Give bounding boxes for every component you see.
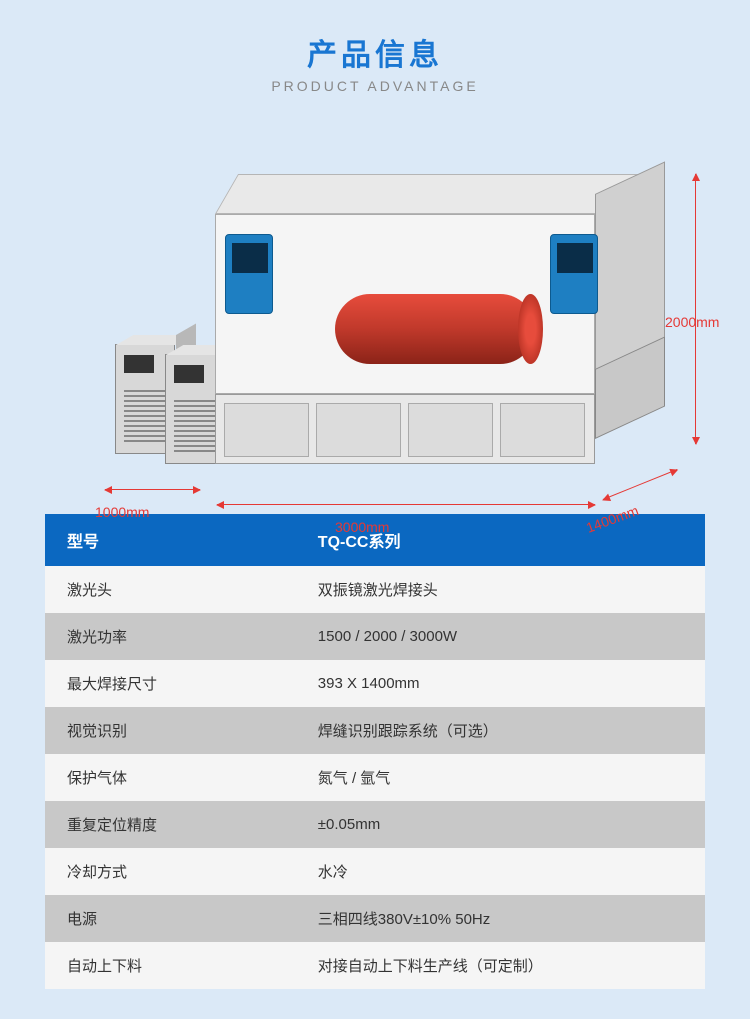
dim-line-3000 xyxy=(217,504,595,505)
workpiece-cylinder xyxy=(335,294,535,364)
table-cell-label: 视觉识别 xyxy=(45,707,296,754)
dim-label-1000: 1000mm xyxy=(95,504,149,520)
table-row: 视觉识别焊缝识别跟踪系统（可选） xyxy=(45,707,705,754)
dim-line-1000 xyxy=(105,489,200,490)
control-panel-left xyxy=(225,234,273,314)
table-cell-value: 水冷 xyxy=(296,848,705,895)
table-row: 电源三相四线380V±10% 50Hz xyxy=(45,895,705,942)
table-cell-value: 双振镜激光焊接头 xyxy=(296,566,705,613)
table-cell-label: 电源 xyxy=(45,895,296,942)
dim-line-1400 xyxy=(603,469,678,500)
table-header-label: 型号 xyxy=(45,514,296,566)
table-row: 自动上下料对接自动上下料生产线（可定制） xyxy=(45,942,705,989)
table-cell-value: 1500 / 2000 / 3000W xyxy=(296,613,705,660)
dim-line-2000 xyxy=(695,174,696,444)
table-row: 最大焊接尺寸393 X 1400mm xyxy=(45,660,705,707)
title-cn: 产品信息 xyxy=(45,30,705,74)
table-cell-value: ±0.05mm xyxy=(296,801,705,848)
table-cell-label: 保护气体 xyxy=(45,754,296,801)
table-cell-value: 393 X 1400mm xyxy=(296,660,705,707)
product-diagram: 1000mm 3000mm 1400mm 2000mm xyxy=(45,114,705,494)
table-row: 重复定位精度±0.05mm xyxy=(45,801,705,848)
table-cell-value: 三相四线380V±10% 50Hz xyxy=(296,895,705,942)
table-row: 保护气体氮气 / 氩气 xyxy=(45,754,705,801)
table-row: 冷却方式水冷 xyxy=(45,848,705,895)
machine-body xyxy=(215,174,615,444)
page-header: 产品信息 PRODUCT ADVANTAGE xyxy=(45,30,705,94)
table-cell-value: 焊缝识别跟踪系统（可选） xyxy=(296,707,705,754)
dim-label-2000: 2000mm xyxy=(665,314,719,330)
table-cell-label: 冷却方式 xyxy=(45,848,296,895)
title-en: PRODUCT ADVANTAGE xyxy=(45,78,705,94)
table-cell-label: 最大焊接尺寸 xyxy=(45,660,296,707)
spec-table: 型号 TQ-CC系列 激光头双振镜激光焊接头激光功率1500 / 2000 / … xyxy=(45,514,705,989)
table-cell-label: 自动上下料 xyxy=(45,942,296,989)
table-row: 激光功率1500 / 2000 / 3000W xyxy=(45,613,705,660)
table-cell-label: 激光功率 xyxy=(45,613,296,660)
table-cell-label: 激光头 xyxy=(45,566,296,613)
control-panel-right xyxy=(550,234,598,314)
table-cell-label: 重复定位精度 xyxy=(45,801,296,848)
table-cell-value: 氮气 / 氩气 xyxy=(296,754,705,801)
table-cell-value: 对接自动上下料生产线（可定制） xyxy=(296,942,705,989)
table-row: 激光头双振镜激光焊接头 xyxy=(45,566,705,613)
dim-label-3000: 3000mm xyxy=(335,519,389,535)
